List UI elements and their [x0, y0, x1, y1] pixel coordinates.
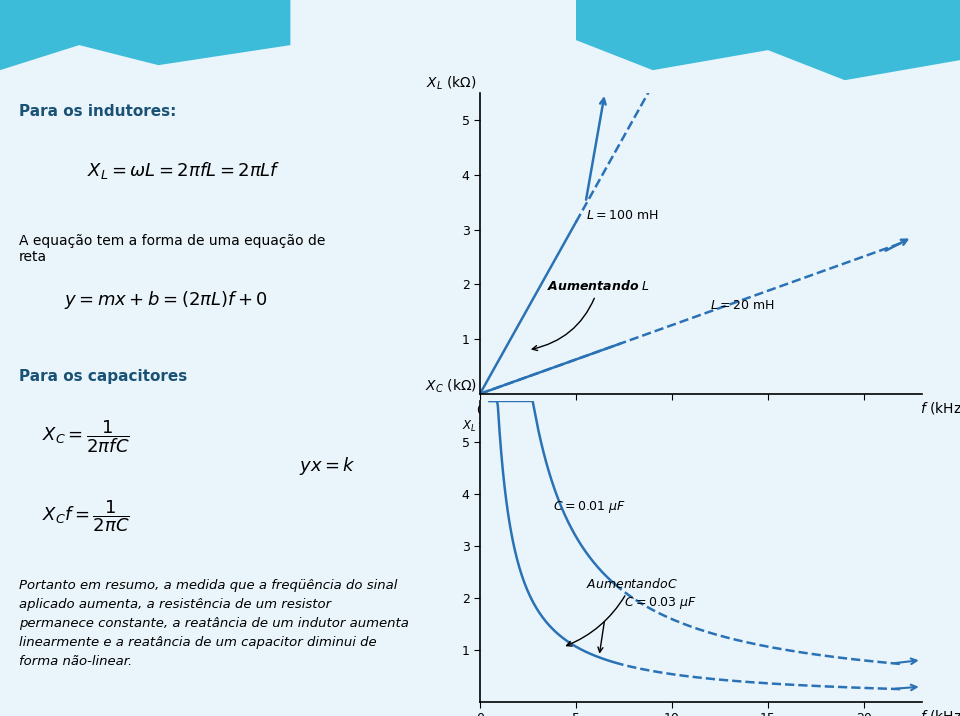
X-axis label: $f$ (kHz): $f$ (kHz) [921, 707, 960, 716]
Text: $L = 100$ mH: $L = 100$ mH [586, 209, 659, 222]
Text: $C = 0.03\ \mu F$: $C = 0.03\ \mu F$ [624, 595, 697, 611]
Polygon shape [576, 0, 960, 80]
Text: $C = 0.01\ \mu F$: $C = 0.01\ \mu F$ [553, 499, 626, 515]
Text: $yx = k$: $yx = k$ [299, 455, 356, 478]
Text: $X_L = 0\ \Omega$  $\mathit{para}\ f = 0$ Hz: $X_L = 0\ \Omega$ $\mathit{para}\ f = 0$… [462, 417, 594, 435]
Text: Aumentando $L$: Aumentando $L$ [532, 279, 651, 351]
Text: $X_L = \omega L = 2\pi fL = 2\pi Lf$: $X_L = \omega L = 2\pi fL = 2\pi Lf$ [86, 160, 280, 181]
Text: A equação tem a forma de uma equação de
reta: A equação tem a forma de uma equação de … [19, 233, 325, 264]
Text: $L = 20$ mH: $L = 20$ mH [710, 299, 775, 312]
Text: $X_C = \dfrac{1}{2\pi fC}$: $X_C = \dfrac{1}{2\pi fC}$ [42, 418, 130, 455]
Text: $y = mx + b = (2\pi L)f + 0$: $y = mx + b = (2\pi L)f + 0$ [64, 289, 268, 311]
Polygon shape [0, 0, 291, 70]
Text: $\mathit{AumentandoC}$: $\mathit{AumentandoC}$ [566, 576, 678, 646]
Text: $X_L$ (kΩ): $X_L$ (kΩ) [426, 74, 476, 92]
Text: Para os indutores:: Para os indutores: [19, 105, 177, 120]
Text: $X_C$ (kΩ): $X_C$ (kΩ) [425, 377, 477, 395]
Text: Portanto em resumo, a medida que a freqüência do sinal
aplicado aumenta, a resis: Portanto em resumo, a medida que a freqü… [19, 579, 409, 667]
Text: Para os capacitores: Para os capacitores [19, 369, 187, 384]
X-axis label: $f$ (kHz): $f$ (kHz) [921, 400, 960, 416]
Text: $X_C f = \dfrac{1}{2\pi C}$: $X_C f = \dfrac{1}{2\pi C}$ [42, 498, 130, 534]
